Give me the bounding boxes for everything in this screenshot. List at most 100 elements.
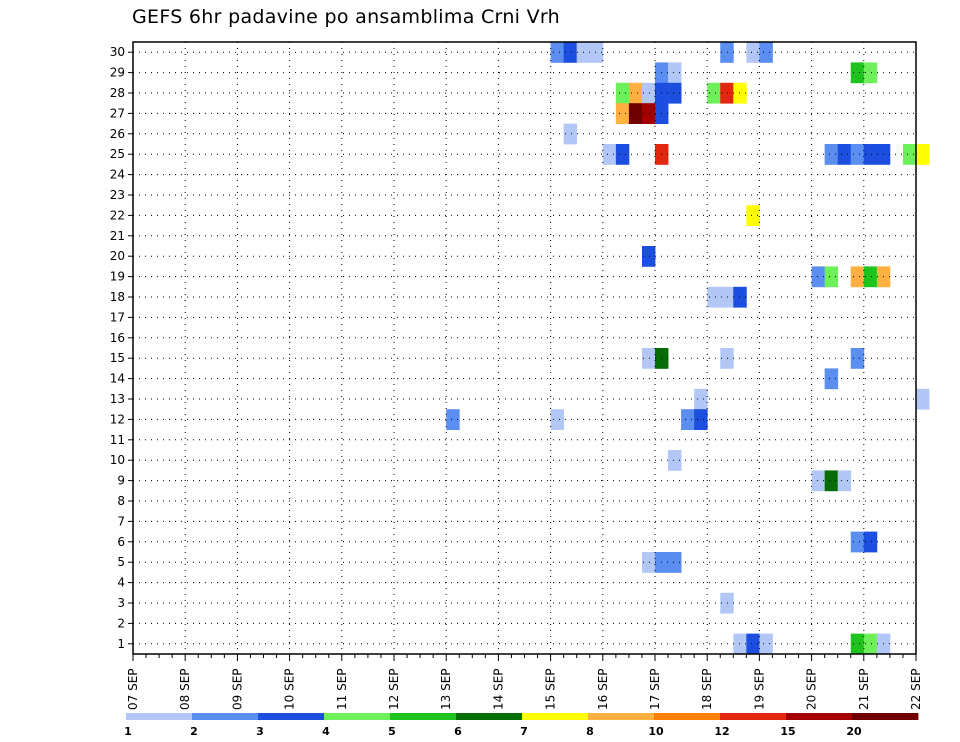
y-tick-label: 13 (110, 392, 125, 406)
heatmap-cell (720, 82, 734, 104)
heatmap-cell (707, 82, 721, 104)
heatmap-cell (850, 144, 865, 165)
colorbar-label: 1 (124, 725, 132, 738)
x-tick-label: 08 SEP (178, 668, 192, 710)
x-tick-label: 20 SEP (805, 668, 819, 710)
heatmap-cell (668, 450, 682, 471)
colorbar-label: 3 (256, 725, 264, 738)
heatmap-cell (824, 144, 839, 165)
heatmap-cell (720, 348, 734, 369)
heatmap-cell (850, 348, 865, 369)
heatmap-cell (641, 348, 656, 369)
colorbar-swatch (720, 713, 787, 720)
y-tick-label: 3 (117, 596, 125, 610)
colorbar-label: 4 (322, 725, 330, 738)
heatmap-cell (694, 409, 708, 430)
heatmap-cell (746, 633, 760, 655)
x-tick-label: 21 SEP (857, 668, 871, 710)
colorbar-label: 6 (454, 725, 462, 738)
y-tick-label: 7 (117, 514, 125, 528)
heatmap-cell (615, 103, 630, 124)
colorbar-label: 8 (586, 725, 594, 738)
y-tick-label: 25 (110, 147, 125, 161)
x-tick-label: 13 SEP (439, 668, 453, 710)
x-tick-label: 09 SEP (230, 668, 244, 710)
heatmap-cell (733, 633, 747, 655)
y-tick-label: 28 (110, 86, 125, 100)
y-tick-label: 18 (110, 290, 125, 304)
y-tick-label: 11 (110, 433, 125, 447)
colorbar-swatch (852, 713, 919, 720)
heatmap-cell (916, 388, 930, 410)
heatmap-cell (615, 82, 630, 104)
y-tick-label: 21 (110, 229, 125, 243)
y-tick-label: 19 (110, 270, 125, 284)
heatmap-cell (720, 592, 734, 614)
x-tick-label: 10 SEP (283, 668, 297, 710)
heatmap-cell (589, 42, 604, 63)
heatmap-cell (602, 144, 617, 165)
colorbar-label: 5 (388, 725, 396, 738)
y-tick-label: 17 (110, 310, 125, 324)
colorbar-swatch (654, 713, 721, 720)
heatmap-cell (641, 103, 656, 124)
colorbar-swatch (588, 713, 655, 720)
heatmap-cell (850, 531, 865, 553)
y-tick-label: 20 (110, 249, 125, 263)
heatmap-cell (850, 62, 865, 84)
y-tick-label: 16 (110, 331, 125, 345)
y-tick-label: 10 (110, 453, 125, 467)
heatmap-cell (811, 470, 826, 492)
plot-area (133, 42, 916, 654)
colorbar-swatch (324, 713, 391, 720)
y-tick-label: 12 (110, 412, 125, 426)
colorbar-swatch (456, 713, 523, 720)
y-tick-label: 2 (117, 616, 125, 630)
y-tick-label: 14 (110, 372, 125, 386)
heatmap-cell (863, 62, 878, 84)
heatmap-cell (641, 246, 656, 267)
x-tick-label: 11 SEP (335, 668, 349, 710)
heatmap-cell (837, 144, 852, 165)
heatmap-cell (628, 103, 643, 124)
heatmap-cell (668, 82, 682, 104)
heatmap-cell (811, 266, 826, 288)
heatmap-cell (550, 409, 565, 430)
x-tick-label: 07 SEP (126, 668, 140, 710)
colorbar-label: 7 (520, 725, 528, 738)
heatmap-cell (446, 409, 460, 430)
colorbar-swatch (390, 713, 457, 720)
colorbar-swatch (522, 713, 589, 720)
heatmap-cell (733, 82, 747, 104)
colorbar-swatch (786, 713, 853, 720)
heatmap-cell (641, 82, 656, 104)
heatmap-cell (707, 286, 721, 308)
x-tick-label: 19 SEP (752, 668, 766, 710)
heatmap-cell (668, 62, 682, 84)
y-tick-label: 6 (117, 535, 125, 549)
y-tick-label: 29 (110, 66, 125, 80)
colorbar-label: 20 (846, 725, 862, 738)
heatmap-cell (850, 266, 865, 288)
colorbar-label: 10 (648, 725, 664, 738)
heatmap-cell (550, 42, 565, 63)
x-tick-label: 14 SEP (491, 668, 505, 710)
heatmap-cell (863, 531, 878, 553)
heatmap-cell (850, 633, 865, 655)
heatmap-cell (759, 42, 773, 63)
y-tick-label: 4 (117, 576, 125, 590)
heatmap-cell (863, 144, 878, 165)
y-tick-label: 27 (110, 106, 125, 120)
heatmap-cell (863, 633, 878, 655)
colorbar-label: 12 (714, 725, 729, 738)
x-tick-label: 17 SEP (648, 668, 662, 710)
y-tick-label: 15 (110, 351, 125, 365)
heatmap-cell (694, 388, 708, 410)
heatmap-cell (720, 42, 734, 63)
colorbar-swatch (192, 713, 259, 720)
chart-title: GEFS 6hr padavine po ansamblima Crni Vrh (132, 6, 560, 28)
heatmap-cell (628, 82, 643, 104)
heatmap-cell (902, 144, 917, 165)
heatmap-cell (563, 123, 578, 145)
heatmap-cell (615, 144, 630, 165)
